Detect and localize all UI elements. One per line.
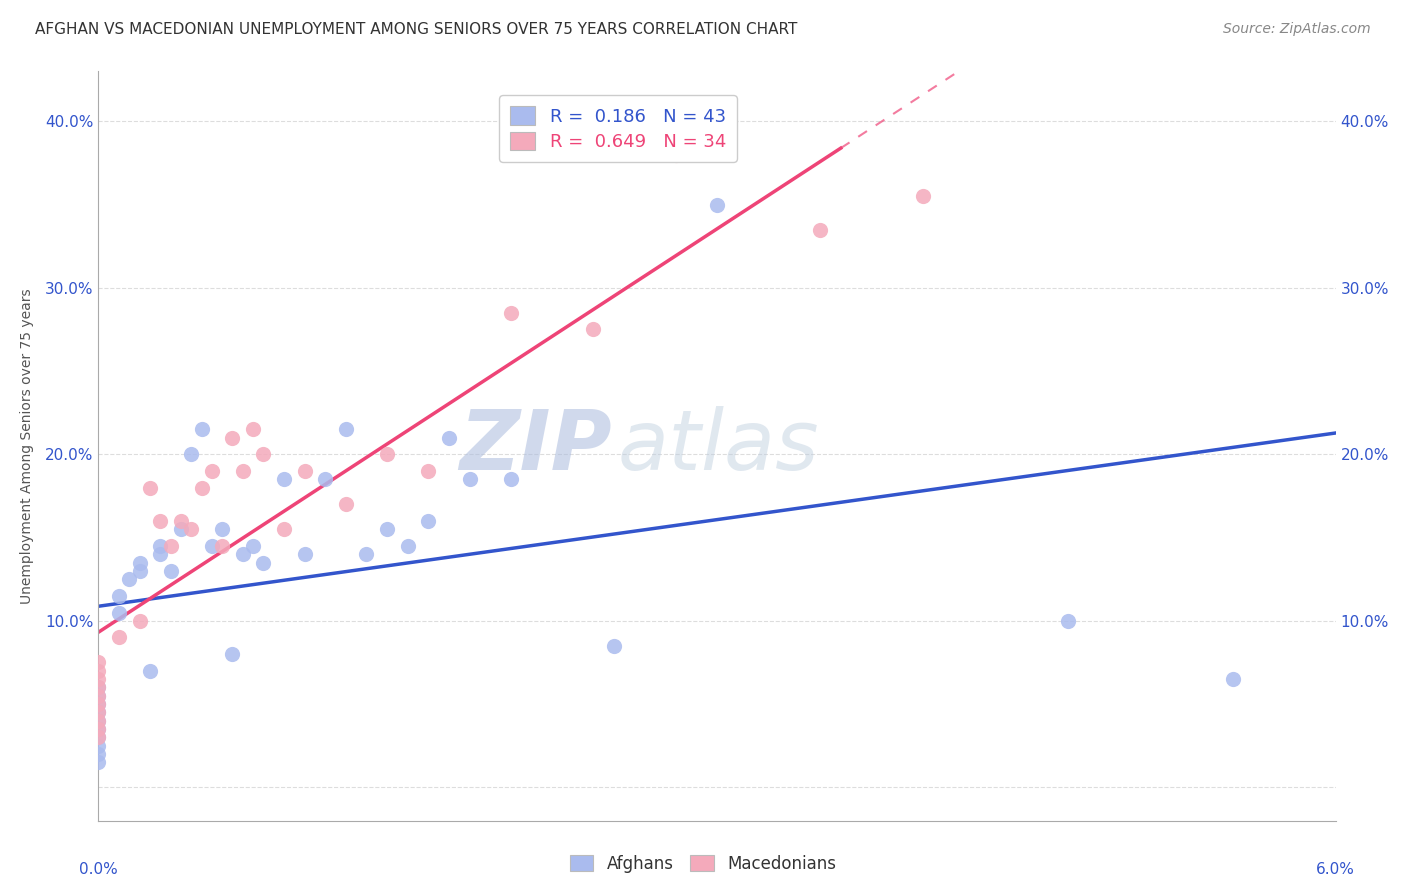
Point: [87, 731, 110, 745]
Point: [1056, 614, 1078, 628]
Text: AFGHAN VS MACEDONIAN UNEMPLOYMENT AMONG SENIORS OVER 75 YEARS CORRELATION CHART: AFGHAN VS MACEDONIAN UNEMPLOYMENT AMONG …: [35, 22, 797, 37]
Point: [128, 556, 150, 570]
Point: [87, 739, 110, 753]
Point: [603, 639, 626, 653]
Point: [273, 522, 295, 536]
Point: [375, 522, 398, 536]
Point: [87, 747, 110, 761]
Point: [108, 589, 131, 603]
Point: [221, 431, 243, 445]
Point: [582, 322, 605, 336]
Point: [87, 689, 110, 703]
Point: [170, 522, 193, 536]
Point: [159, 564, 181, 578]
Point: [128, 614, 150, 628]
Point: [149, 514, 172, 528]
Point: [87, 697, 110, 711]
Legend: R =  0.186   N = 43, R =  0.649   N = 34: R = 0.186 N = 43, R = 0.649 N = 34: [499, 95, 737, 162]
Point: [335, 422, 357, 436]
Point: [242, 422, 264, 436]
Point: [808, 222, 831, 236]
Point: [87, 656, 110, 670]
Text: atlas: atlas: [619, 406, 820, 486]
Point: [314, 472, 336, 486]
Point: [211, 539, 233, 553]
Point: [128, 564, 150, 578]
Point: [252, 556, 274, 570]
Point: [180, 447, 202, 461]
Point: [87, 681, 110, 695]
Point: [87, 706, 110, 720]
Point: [87, 722, 110, 736]
Point: [190, 422, 212, 436]
Text: Source: ZipAtlas.com: Source: ZipAtlas.com: [1223, 22, 1371, 37]
Point: [437, 431, 460, 445]
Point: [396, 539, 419, 553]
Point: [87, 664, 110, 678]
Point: [87, 731, 110, 745]
Point: [335, 497, 357, 511]
Point: [252, 447, 274, 461]
Point: [149, 539, 172, 553]
Point: [273, 472, 295, 486]
Point: [108, 606, 131, 620]
Point: [1222, 672, 1244, 686]
Point: [139, 481, 162, 495]
Point: [499, 472, 522, 486]
Point: [87, 722, 110, 736]
Point: [499, 306, 522, 320]
Point: [201, 539, 224, 553]
Point: [418, 464, 440, 478]
Text: 0.0%: 0.0%: [79, 863, 118, 877]
Point: [170, 514, 193, 528]
Point: [232, 464, 254, 478]
Point: [87, 697, 110, 711]
Point: [87, 714, 110, 728]
Point: [294, 547, 316, 561]
Point: [242, 539, 264, 553]
Point: [418, 514, 440, 528]
Point: [706, 197, 728, 211]
Point: [87, 706, 110, 720]
Point: [159, 539, 181, 553]
Point: [87, 672, 110, 686]
Point: [201, 464, 224, 478]
Point: [180, 522, 202, 536]
Point: [665, 147, 688, 161]
Point: [912, 189, 935, 203]
Point: [139, 664, 162, 678]
Text: 6.0%: 6.0%: [1316, 863, 1355, 877]
Point: [87, 756, 110, 770]
Point: [118, 572, 141, 586]
Point: [221, 647, 243, 661]
Point: [356, 547, 378, 561]
Point: [87, 689, 110, 703]
Point: [458, 472, 481, 486]
Legend: Afghans, Macedonians: Afghans, Macedonians: [564, 848, 842, 880]
Text: ZIP: ZIP: [460, 406, 612, 486]
Point: [149, 547, 172, 561]
Point: [375, 447, 398, 461]
Point: [294, 464, 316, 478]
Point: [232, 547, 254, 561]
Point: [108, 631, 131, 645]
Y-axis label: Unemployment Among Seniors over 75 years: Unemployment Among Seniors over 75 years: [20, 288, 34, 604]
Point: [87, 681, 110, 695]
Point: [211, 522, 233, 536]
Point: [190, 481, 212, 495]
Point: [87, 714, 110, 728]
